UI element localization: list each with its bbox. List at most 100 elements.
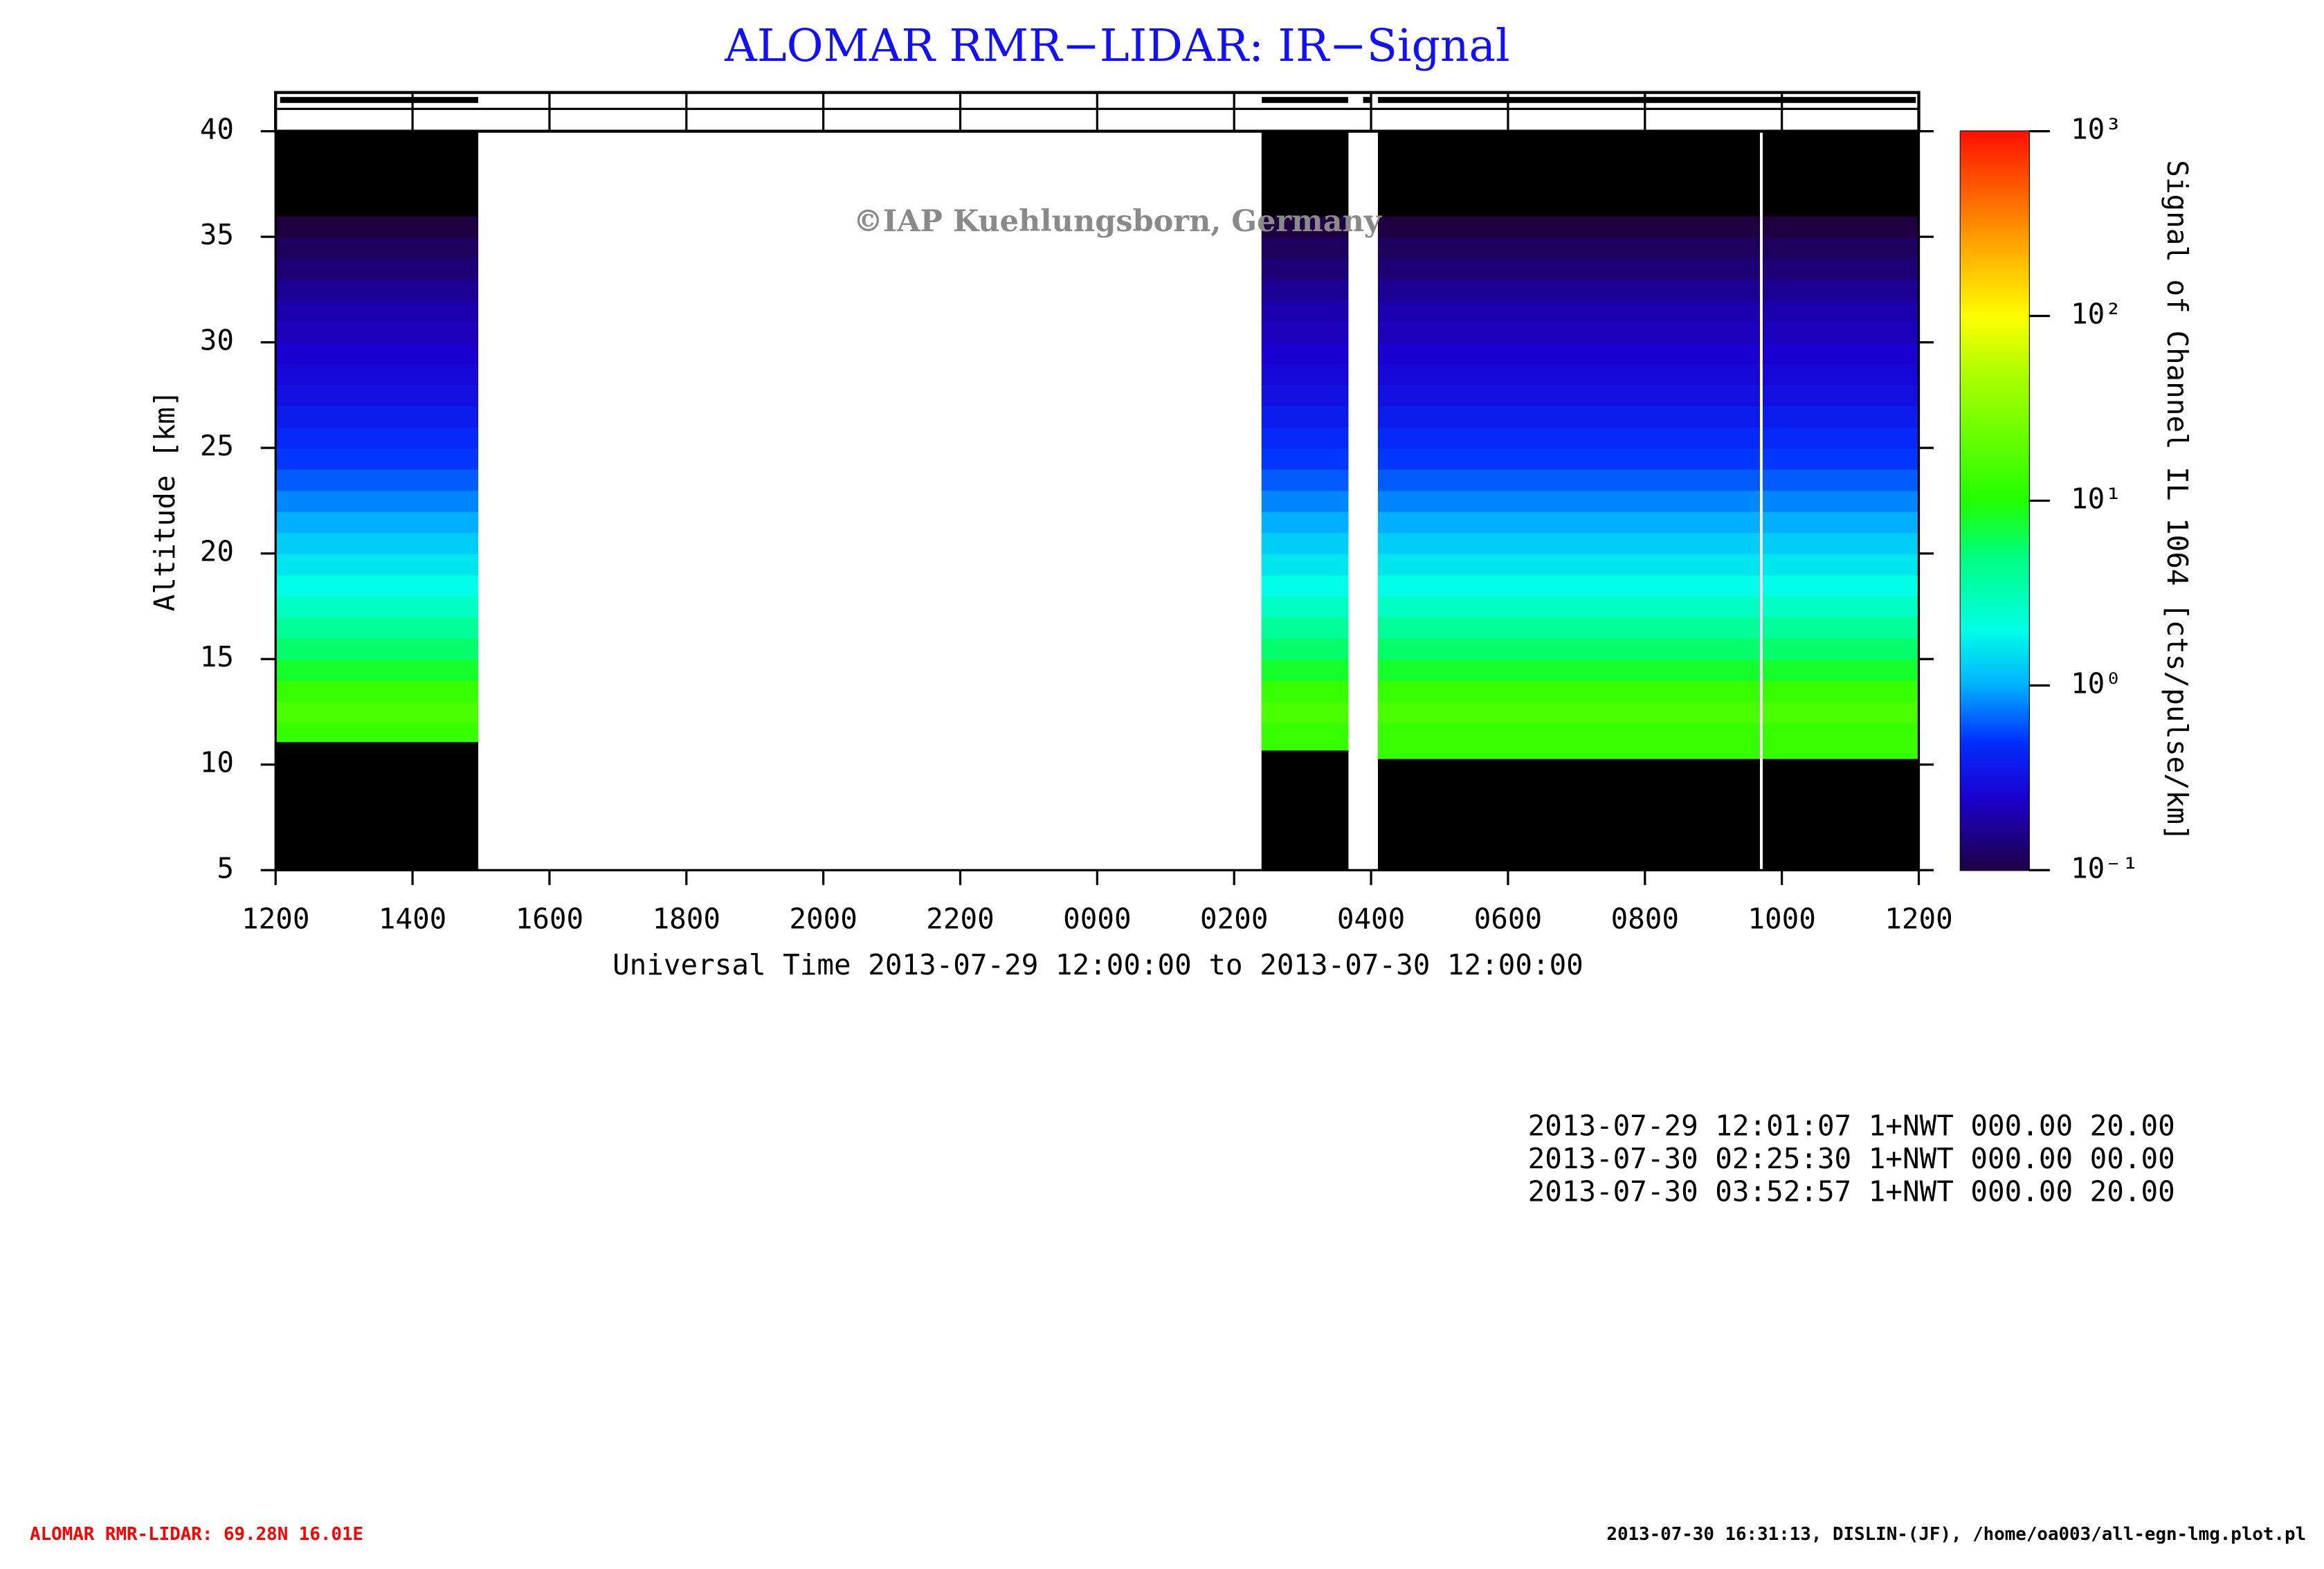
signal-cell [275,237,479,259]
colorbar-tick-label: 10⁻¹ [2071,851,2139,885]
signal-cell [275,363,479,386]
signal-cell [1261,406,1349,428]
signal-cell [1762,659,1919,681]
signal-cell [1261,553,1349,576]
signal-cell [275,194,479,217]
y-tick-label: 10 [200,746,234,779]
signal-cell [275,279,479,301]
signal-cell [1261,469,1349,491]
signal-cell [1261,131,1349,154]
colorbar-segment [1960,228,2029,317]
signal-cell [1762,384,1919,407]
signal-cell [1377,701,1760,723]
signal-cell [1377,532,1760,554]
signal-cell [1261,511,1349,534]
x-tick-label: 1000 [1747,902,1815,935]
signal-cell [1762,152,1919,174]
signal-cell [1762,279,1919,301]
signal-cell [1261,595,1349,618]
x-tick-label: 0400 [1337,902,1405,935]
info-line: 2013-07-30 03:52:57 1+NWT 000.00 20.00 [1528,1175,2175,1208]
signal-cell [275,257,479,280]
signal-cell [275,300,479,323]
signal-cell [1261,237,1349,259]
signal-cell [1762,511,1919,534]
x-tick-label: 0000 [1063,902,1131,935]
signal-cell [1261,426,1349,449]
signal-cell [275,722,479,743]
signal-cell [275,173,479,196]
signal-cell [1762,237,1919,259]
signal-cell [1377,637,1760,660]
y-tick-label: 15 [200,640,234,673]
signal-cell [1762,131,1919,154]
signal-cell [275,384,479,407]
signal-cell [1261,257,1349,280]
signal-cell [1261,342,1349,365]
segment-below-cloud [275,741,479,871]
signal-cell [275,553,479,576]
x-tick-label: 1200 [242,902,309,935]
signal-cell [1377,490,1760,512]
signal-cell [275,215,479,238]
colorbar-label: Signal of Channel IL 1064 [cts/pulse/km] [2161,160,2194,841]
colorbar-segment [1960,685,2029,742]
x-tick-label: 2000 [789,902,857,935]
info-line: 2013-07-30 02:25:30 1+NWT 000.00 00.00 [1528,1142,2175,1175]
signal-cell [1762,426,1919,449]
signal-cell [1762,680,1919,702]
x-tick-label: 2200 [926,902,994,935]
signal-cell [1377,363,1760,386]
signal-cell [1261,384,1349,407]
signal-cell [1261,659,1349,681]
signal-cell [1762,553,1919,576]
signal-cell [1377,469,1760,491]
signal-cell [1762,342,1919,365]
signal-cell [1261,617,1349,639]
signal-cell [1377,680,1760,702]
signal-cell [1261,279,1349,301]
colorbar-segment [1960,500,2029,557]
signal-cell [1261,722,1349,751]
signal-cell [1261,215,1349,238]
signal-cell [1261,574,1349,597]
colorbar-segment [1960,797,2029,871]
colorbar-tick-label: 10⁰ [2071,666,2122,700]
x-tick-label: 0600 [1474,902,1542,935]
colorbar-segment [1960,741,2029,798]
signal-cell [1377,131,1760,154]
y-tick-label: 40 [200,113,234,146]
x-tick-label: 1400 [379,902,446,935]
signal-cell [1261,532,1349,554]
segment-below-cloud [1377,758,1760,871]
signal-cell [1762,173,1919,196]
signal-cell [275,490,479,512]
signal-cell [1261,363,1349,386]
signal-cell [1377,321,1760,343]
signal-cell [1377,300,1760,323]
chart-title: ALOMAR RMR−LIDAR: IR−Signal [724,20,1510,72]
signal-cell [275,595,479,618]
signal-cell [1261,637,1349,660]
colorbar-tick-label: 10² [2071,298,2122,331]
signal-cell [1261,300,1349,323]
signal-cell [1377,237,1760,259]
signal-cell [1377,279,1760,301]
signal-cell [1377,448,1760,470]
signal-cell [1377,722,1760,759]
signal-cell [1762,406,1919,428]
signal-cell [1377,406,1760,428]
signal-cell [1762,490,1919,512]
signal-cell [1377,426,1760,449]
signal-cell [1762,257,1919,280]
signal-cell [1377,595,1760,618]
signal-cell [1377,152,1760,174]
x-axis-label: Universal Time 2013-07-29 12:00:00 to 20… [612,948,1583,981]
signal-cell [1377,659,1760,681]
signal-cell [1762,321,1919,343]
signal-cell [1377,194,1760,217]
signal-cell [1762,637,1919,660]
colorbar-tick-label: 10¹ [2071,482,2122,515]
signal-cell [1261,680,1349,702]
signal-cell [1377,617,1760,639]
